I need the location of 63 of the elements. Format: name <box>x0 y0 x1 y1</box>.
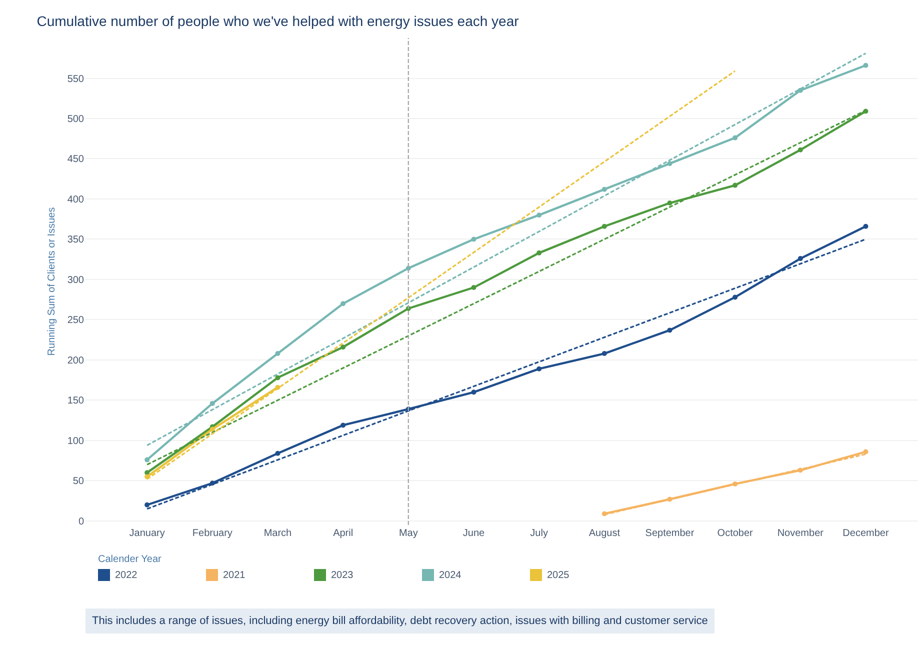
x-tick-label: February <box>192 528 232 539</box>
point <box>536 366 542 372</box>
y-tick-label: 0 <box>78 516 84 528</box>
legend-label: 2022 <box>115 570 138 580</box>
point <box>471 390 476 395</box>
y-tick-label: 550 <box>67 74 84 85</box>
point <box>275 375 280 380</box>
point <box>667 161 672 166</box>
point <box>471 285 476 290</box>
point <box>602 186 607 192</box>
y-tick-label: 400 <box>67 194 84 206</box>
y-tick-label: 150 <box>67 396 84 407</box>
text: This includes a range of issues, including energy bill affordability, debt recovery action, issues with billing and customer service <box>92 615 708 627</box>
x-tick-label: September <box>645 528 695 539</box>
x-tick-label: December <box>842 528 890 539</box>
point <box>144 457 150 462</box>
x-tick-label: August <box>588 528 620 539</box>
x-tick-label: November <box>777 528 824 539</box>
point <box>275 450 280 456</box>
point <box>863 224 868 229</box>
point <box>144 470 150 476</box>
point <box>732 182 738 188</box>
x-tick-label: April <box>333 528 354 539</box>
x-tick-label: June <box>462 528 486 539</box>
y-tick-label: 50 <box>72 476 84 488</box>
chart-title: Cumulative number of people who we've helped with energy issues each year <box>36 13 520 30</box>
legend-label: 2023 <box>331 570 354 580</box>
x-tick-label: October <box>717 528 754 539</box>
y-tick-label: 300 <box>67 274 84 286</box>
point <box>798 256 803 262</box>
point <box>340 344 346 350</box>
point <box>732 135 738 140</box>
point <box>667 200 672 206</box>
point <box>210 426 215 432</box>
point <box>144 502 150 508</box>
point <box>536 212 542 218</box>
y-axis-title: Running Sum of Clients or Issues <box>46 207 58 356</box>
point <box>863 62 868 68</box>
x-tick-label: May <box>398 528 418 539</box>
y-tick-label: 450 <box>67 154 84 166</box>
y-tick-label: 200 <box>67 355 84 366</box>
point <box>667 328 672 333</box>
x-tick-label: January <box>129 528 165 539</box>
point <box>471 236 476 242</box>
point <box>602 224 607 229</box>
y-tick-label: 500 <box>67 114 84 125</box>
y-tick-label: 350 <box>67 234 84 246</box>
point <box>210 400 215 406</box>
x-tick-label: July <box>530 528 548 539</box>
point <box>798 147 803 152</box>
x-tick-label: March <box>264 528 292 539</box>
y-tick-label: 100 <box>67 436 84 447</box>
point <box>340 422 346 428</box>
y-tick-label: 250 <box>67 315 84 326</box>
legend-label: 2024 <box>439 570 462 580</box>
point <box>602 351 607 356</box>
point <box>536 250 542 256</box>
legend-label: 2021 <box>223 570 246 580</box>
point <box>340 301 346 306</box>
point <box>275 351 280 356</box>
legend-label: 2025 <box>547 570 570 580</box>
legend-title: Calender Year <box>98 554 162 565</box>
point <box>732 294 738 300</box>
